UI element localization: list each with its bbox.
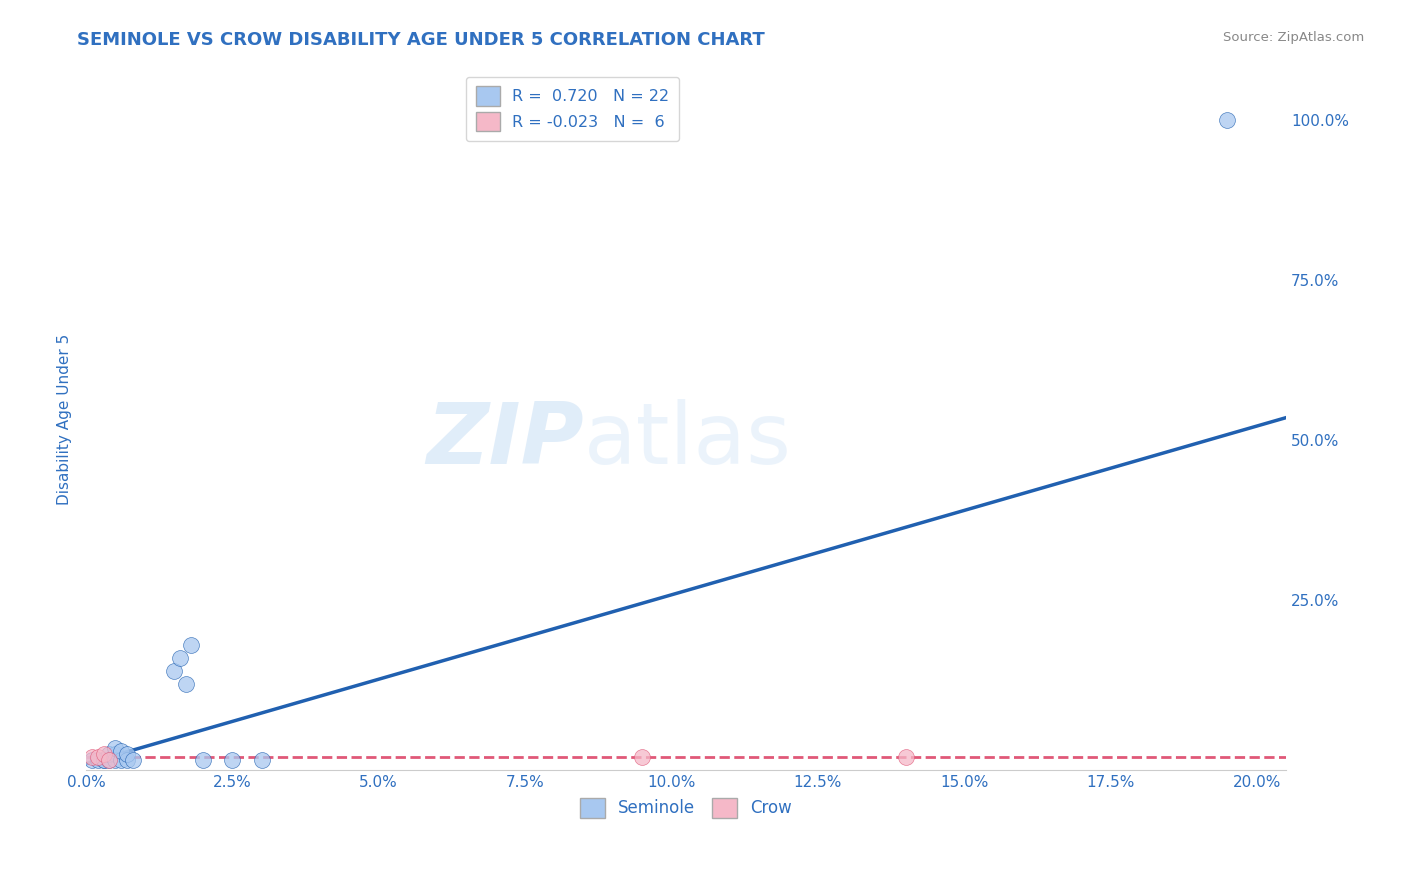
Point — [110, 753, 132, 767]
Point — [122, 753, 145, 767]
Point — [104, 740, 127, 755]
Point — [221, 753, 243, 767]
Point — [104, 753, 127, 767]
Point — [93, 747, 115, 761]
Point — [104, 747, 127, 761]
Point — [894, 750, 917, 764]
Point — [80, 753, 103, 767]
Point — [163, 664, 186, 678]
Point — [98, 753, 121, 767]
Point — [110, 744, 132, 758]
Point — [115, 753, 138, 767]
Point — [93, 753, 115, 767]
Point — [1216, 112, 1239, 127]
Point — [80, 750, 103, 764]
Point — [98, 753, 121, 767]
Point — [115, 747, 138, 761]
Point — [250, 753, 273, 767]
Point — [93, 753, 115, 767]
Point — [87, 750, 110, 764]
Point — [174, 676, 197, 690]
Point — [191, 753, 214, 767]
Legend: Seminole, Crow: Seminole, Crow — [574, 791, 799, 825]
Text: ZIP: ZIP — [426, 399, 583, 482]
Text: Source: ZipAtlas.com: Source: ZipAtlas.com — [1223, 31, 1364, 45]
Point — [180, 638, 202, 652]
Point — [631, 750, 654, 764]
Point — [169, 651, 191, 665]
Point — [98, 747, 121, 761]
Y-axis label: Disability Age Under 5: Disability Age Under 5 — [58, 334, 72, 505]
Text: atlas: atlas — [583, 399, 792, 482]
Point — [87, 753, 110, 767]
Text: SEMINOLE VS CROW DISABILITY AGE UNDER 5 CORRELATION CHART: SEMINOLE VS CROW DISABILITY AGE UNDER 5 … — [77, 31, 765, 49]
